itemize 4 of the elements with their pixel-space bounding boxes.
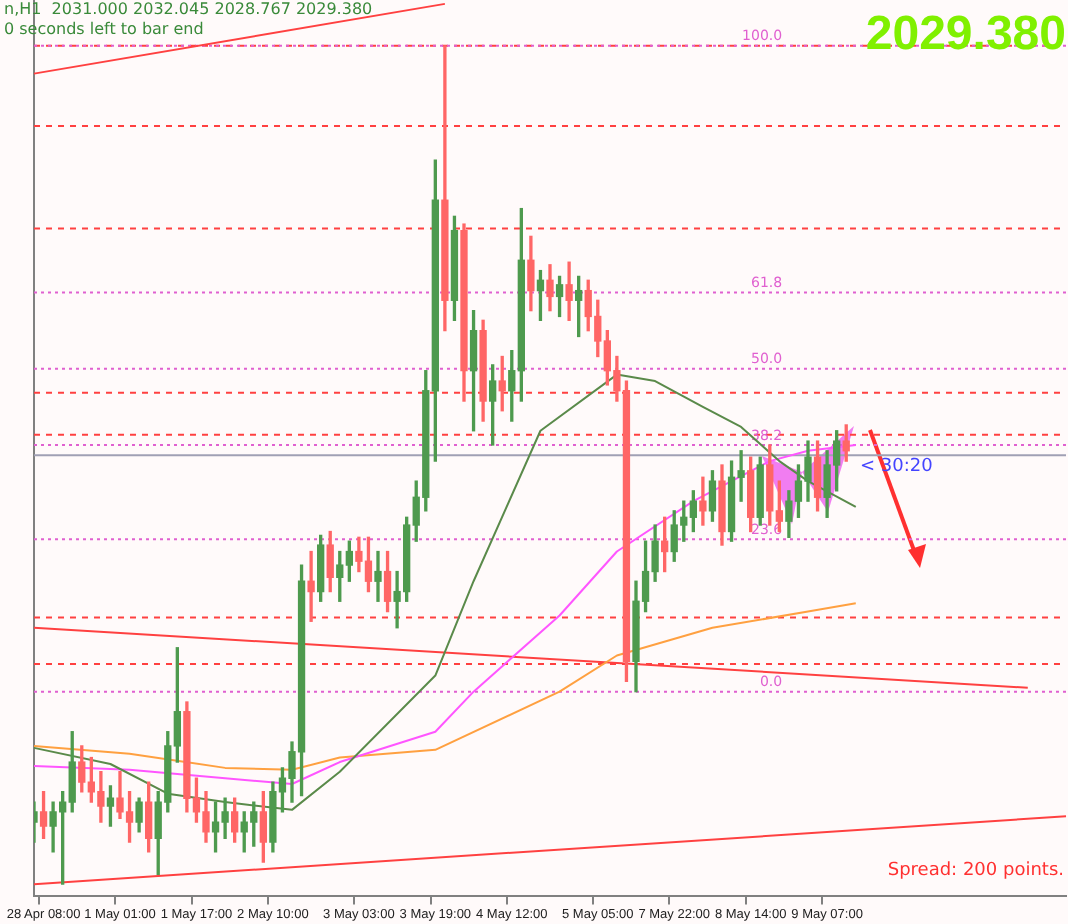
- candlestick: [699, 476, 707, 526]
- candlestick: [374, 550, 382, 602]
- candlestick: [307, 550, 315, 622]
- annotation: Spread: 200 points.: [887, 860, 1064, 881]
